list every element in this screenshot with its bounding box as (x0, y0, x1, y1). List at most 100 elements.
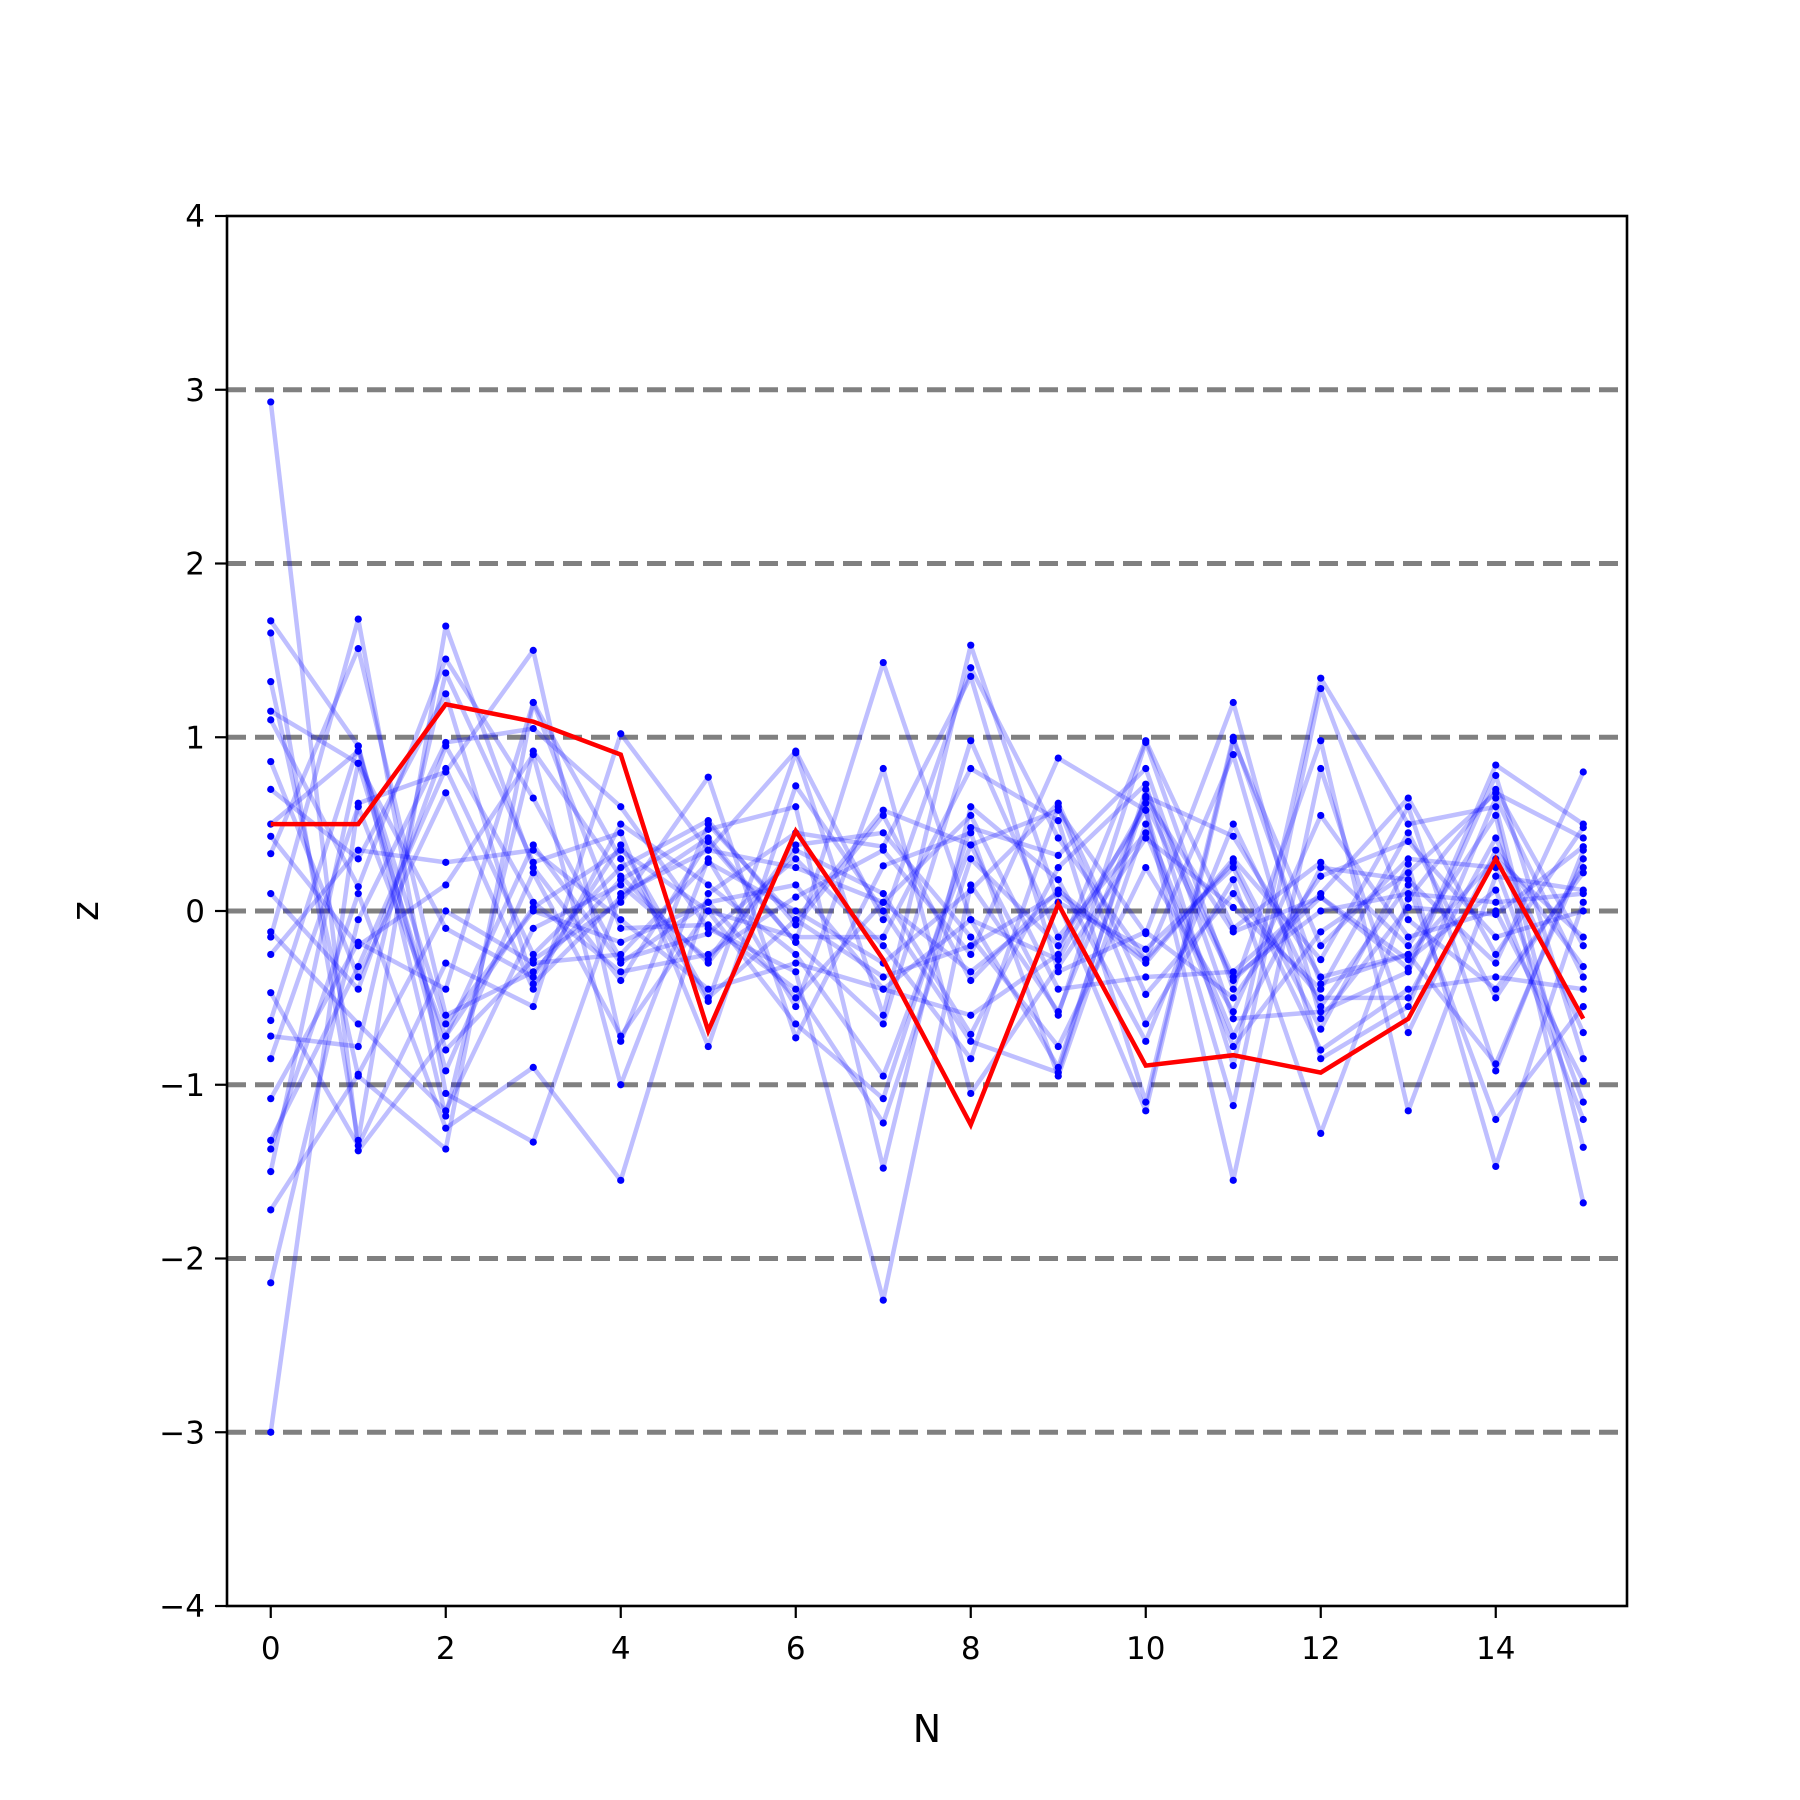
background-series-point (617, 855, 625, 863)
background-series-point (879, 1296, 887, 1304)
background-series-point (1404, 968, 1412, 976)
background-series-point (879, 898, 887, 906)
background-series-point (1579, 933, 1587, 941)
background-series-line (268, 761, 1586, 1173)
background-series-point (967, 811, 975, 820)
background-series-point (879, 907, 887, 915)
background-series-point (442, 738, 450, 747)
background-series-point (1142, 829, 1150, 837)
background-series-point (1317, 1008, 1325, 1016)
background-series-line (268, 752, 1586, 1142)
background-series-point (1142, 799, 1150, 807)
background-series-point (1054, 950, 1062, 959)
background-series-line (268, 738, 1584, 1114)
background-series-point (1404, 933, 1412, 941)
background-series-point (879, 1095, 887, 1103)
background-series-point (967, 664, 975, 672)
background-series-point (1579, 1055, 1587, 1063)
background-series-point (1492, 994, 1500, 1002)
background-series-point (792, 921, 800, 929)
background-series-point (529, 698, 537, 707)
background-series-point (1054, 968, 1062, 976)
background-series-point (442, 1107, 450, 1115)
background-series-point (792, 907, 800, 915)
background-series-line (269, 738, 1586, 1204)
background-series-point (442, 907, 450, 915)
background-series-point (1579, 863, 1587, 872)
y-tick-label: 2 (185, 547, 205, 583)
background-series-line (268, 752, 1586, 1096)
background-series-point (354, 985, 362, 993)
background-series-point (529, 1002, 537, 1011)
background-series-point (1317, 811, 1325, 820)
background-series-point (1317, 674, 1325, 682)
background-series-point (792, 994, 800, 1002)
background-series-point (1142, 973, 1150, 981)
background-series-point (442, 789, 450, 797)
background-series-point (1229, 751, 1237, 759)
background-series-point (1142, 737, 1150, 745)
background-series-point (354, 803, 362, 811)
background-series-point (967, 1055, 975, 1063)
background-series-point (792, 959, 800, 967)
background-series-point (1054, 754, 1062, 762)
background-series-point (354, 963, 362, 971)
background-series-point (1142, 1107, 1150, 1115)
background-series-point (617, 938, 625, 946)
background-series-point (1229, 1102, 1237, 1110)
background-series-point (267, 850, 275, 858)
background-series-point (1579, 869, 1587, 877)
background-series-point (1579, 973, 1587, 981)
background-series-point (792, 893, 800, 901)
background-series-point (354, 855, 362, 863)
background-series-point (1317, 956, 1325, 964)
background-series-point (267, 629, 275, 637)
background-series-point (1142, 1037, 1150, 1045)
background-series-point (1229, 994, 1237, 1002)
background-series-point (704, 994, 712, 1002)
background-series-point (442, 764, 450, 773)
background-series-point (1404, 1107, 1412, 1115)
background-series-point (704, 924, 712, 932)
background-series-point (967, 764, 975, 773)
background-series-point (1317, 863, 1325, 872)
background-series-point (267, 1168, 275, 1176)
background-series-point (617, 898, 625, 906)
background-series-point (1579, 1199, 1587, 1207)
background-series-point (1054, 817, 1062, 825)
background-series-line (268, 731, 1586, 1148)
background-series-point (1404, 829, 1412, 837)
background-series-point (792, 747, 800, 755)
background-series-point (267, 1206, 275, 1214)
background-series-line (268, 656, 1586, 1136)
background-series-point (1229, 1176, 1237, 1184)
background-series-point (1142, 945, 1150, 953)
background-series-point (1142, 820, 1150, 828)
background-series-point (267, 1016, 275, 1025)
background-series-point (354, 1147, 362, 1155)
background-series-line (269, 709, 1586, 1079)
background-series-point (1317, 1015, 1325, 1023)
background-series-point (267, 1428, 275, 1436)
background-series-point (1317, 1055, 1325, 1063)
background-series-point (704, 846, 712, 854)
background-series-point (1317, 1002, 1325, 1011)
background-series-point (967, 886, 975, 894)
background-series-point (1054, 956, 1062, 964)
background-series-point (529, 794, 537, 802)
x-axis: 0 2 4 6 8 10 12 14 (261, 1606, 1515, 1667)
background-series-point (879, 1020, 887, 1028)
background-series-point (1317, 907, 1325, 915)
background-series-point (704, 929, 712, 938)
background-series-point (1317, 1129, 1325, 1137)
background-series-point (704, 898, 712, 906)
background-series-point (267, 398, 275, 406)
background-series-point (967, 737, 975, 745)
background-series-point (967, 916, 975, 924)
background-series-point (529, 924, 537, 932)
background-series-point (267, 1279, 275, 1287)
background-series-point (1492, 811, 1500, 820)
background-series-point (1492, 1060, 1500, 1068)
background-series-point (1404, 869, 1412, 877)
